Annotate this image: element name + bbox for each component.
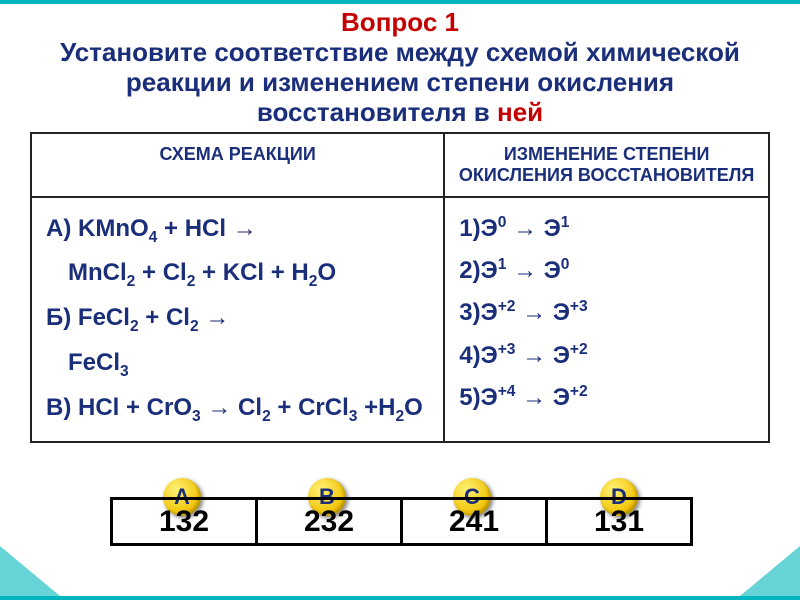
heading-text: Установите соответствие между схемой хим… bbox=[60, 37, 740, 127]
answers-table: 132 232 241 131 bbox=[110, 497, 693, 546]
change-3: 3)Э+2 → Э+3 bbox=[459, 294, 754, 332]
frame-top bbox=[0, 0, 800, 4]
question-number: Вопрос 1 bbox=[30, 8, 770, 38]
schemes-cell: А) KMnO4 + HCl → MnCl2 + Cl2 + KCl + H2O… bbox=[31, 197, 444, 443]
answer-c[interactable]: 241 bbox=[402, 499, 547, 545]
scheme-a: А) KMnO4 + HCl → bbox=[46, 210, 429, 251]
change-5: 5)Э+4 → Э+2 bbox=[459, 379, 754, 417]
scheme-b-line2: FeCl3 bbox=[46, 344, 429, 385]
frame-bottom bbox=[0, 596, 800, 600]
heading-accent: ней bbox=[497, 97, 543, 127]
col-header-right: ИЗМЕНЕНИЕ СТЕПЕНИ ОКИСЛЕНИЯ ВОССТАНОВИТЕ… bbox=[444, 133, 769, 197]
change-2: 2)Э1 → Э0 bbox=[459, 252, 754, 290]
change-1: 1)Э0 → Э1 bbox=[459, 210, 754, 248]
change-4: 4)Э+3 → Э+2 bbox=[459, 337, 754, 375]
scheme-b: Б) FeCl2 + Cl2 → bbox=[46, 299, 429, 340]
answer-d[interactable]: 131 bbox=[547, 499, 692, 545]
scheme-a-line2: MnCl2 + Cl2 + KCl + H2O bbox=[46, 254, 429, 295]
answer-b[interactable]: 232 bbox=[257, 499, 402, 545]
answer-a[interactable]: 132 bbox=[112, 499, 257, 545]
slide-heading: Вопрос 1 Установите соответствие между с… bbox=[0, 0, 800, 132]
changes-cell: 1)Э0 → Э1 2)Э1 → Э0 3)Э+2 → Э+3 4)Э+3 → … bbox=[444, 197, 769, 443]
corner-br bbox=[740, 546, 800, 596]
col-header-left: СХЕМА РЕАКЦИИ bbox=[31, 133, 444, 197]
corner-bl bbox=[0, 546, 60, 596]
scheme-c: В) HCl + CrO3 → Cl2 + CrCl3 +H2O bbox=[46, 389, 429, 430]
main-table: СХЕМА РЕАКЦИИ ИЗМЕНЕНИЕ СТЕПЕНИ ОКИСЛЕНИ… bbox=[30, 132, 770, 444]
